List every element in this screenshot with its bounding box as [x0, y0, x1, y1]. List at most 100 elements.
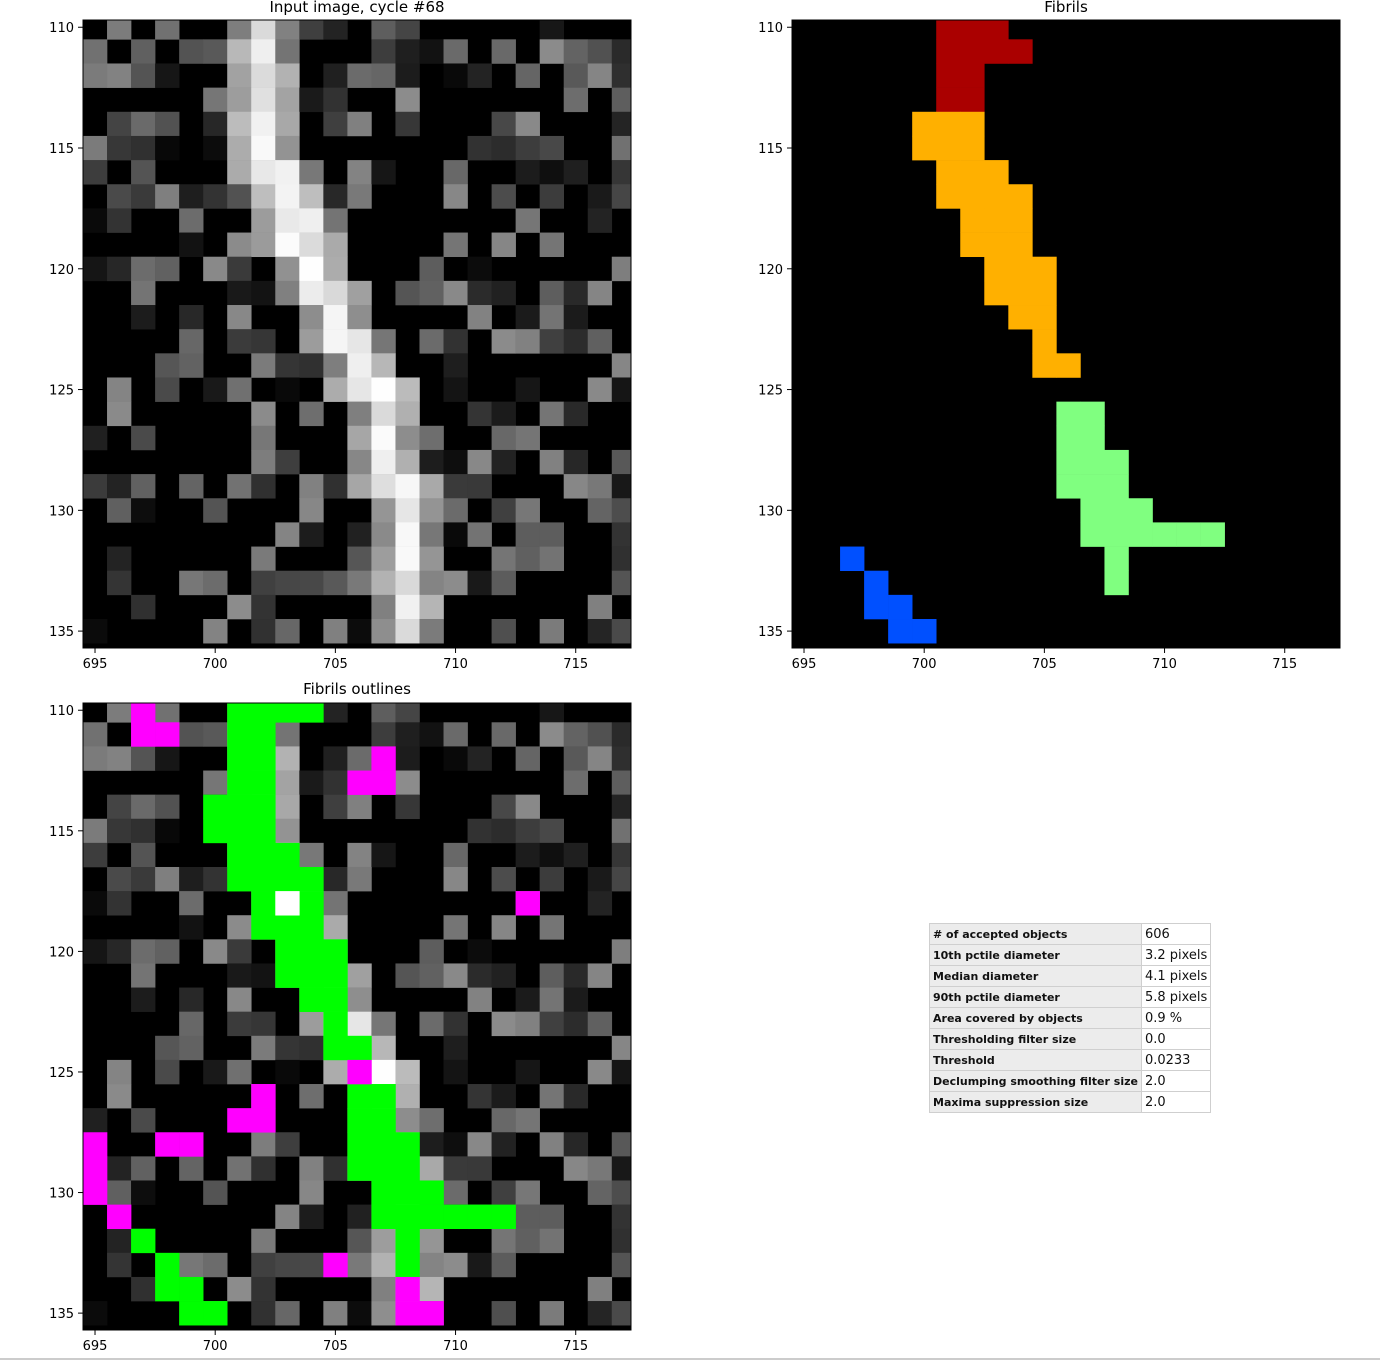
pixel-cell	[563, 770, 589, 795]
pixel-cell	[491, 619, 516, 644]
pixel-cell	[107, 498, 132, 523]
pixel-cell	[347, 570, 372, 596]
pixel-cell	[467, 401, 492, 427]
pixel-cell	[203, 794, 228, 820]
stat-key: # of accepted objects	[929, 923, 1142, 945]
pixel-cell	[912, 111, 937, 137]
pixel-cell	[347, 770, 372, 795]
pixel-cell	[1008, 280, 1033, 306]
pixel-cell	[936, 63, 961, 88]
pixel-cell	[131, 160, 156, 185]
pixel-cell	[491, 1301, 516, 1326]
pixel-cell	[491, 39, 516, 64]
y-tick-label: 110	[49, 704, 74, 719]
pixel-cell	[1008, 39, 1033, 64]
pixel-cell	[611, 619, 631, 644]
pixel-cell	[563, 305, 589, 330]
pixel-cell	[419, 280, 444, 306]
pixel-cell	[611, 1180, 631, 1205]
pixel-cell	[1056, 401, 1081, 427]
pixel-cell	[443, 1252, 468, 1278]
pixel-cell	[299, 20, 324, 40]
pixel-cell	[227, 111, 252, 137]
stat-value: 606	[1140, 923, 1212, 945]
pixel-cell	[443, 353, 468, 378]
pixel-cell	[179, 915, 204, 940]
pixel-cell	[179, 208, 204, 233]
y-tick-label: 130	[49, 504, 74, 519]
pixel-cell	[131, 818, 156, 844]
pixel-cell	[491, 1252, 516, 1278]
pixel-cell	[251, 449, 276, 475]
pixel-cell	[587, 1059, 613, 1085]
x-tick-label: 705	[1032, 657, 1057, 672]
pixel-cell	[275, 280, 300, 306]
pixel-cell	[131, 842, 156, 868]
pixel-cell	[395, 722, 420, 747]
pixel-cell	[299, 353, 324, 378]
pixel-cell	[275, 1132, 300, 1157]
pixel-cell	[515, 746, 540, 771]
pixel-cell	[443, 498, 468, 523]
pixel-cell	[587, 208, 613, 233]
y-tick-label: 125	[49, 1066, 74, 1081]
pixel-cell	[347, 111, 372, 137]
pixel-cell	[491, 329, 516, 354]
x-tick-label: 695	[83, 657, 108, 672]
pixel-cell	[371, 401, 396, 427]
pixel-cell	[443, 280, 468, 306]
pixel-cell	[587, 866, 613, 892]
pixel-cell	[299, 703, 324, 723]
table-row: Declumping smoothing filter size 2.0	[929, 1070, 1212, 1092]
pixel-cell	[347, 546, 372, 572]
pixel-cell	[419, 1011, 444, 1037]
pixel-cell	[323, 1035, 348, 1061]
x-tick-label: 695	[83, 1339, 108, 1354]
table-row: Thresholding filter size 0.0	[929, 1028, 1212, 1050]
pixel-cell	[587, 280, 613, 306]
pixel-cell	[299, 1035, 324, 1061]
pixel-cell	[395, 111, 420, 137]
pixel-cell	[203, 939, 228, 964]
pixel-cell	[443, 722, 468, 747]
pixel-cell	[179, 353, 204, 378]
pixel-cell	[371, 1132, 396, 1157]
pixel-cell	[227, 63, 252, 88]
pixel-cell	[515, 425, 540, 451]
panel-title-fibrils: Fibrils	[1044, 0, 1088, 16]
pixel-cell	[491, 1180, 516, 1205]
pixel-cell	[107, 1252, 132, 1278]
pixel-cell	[371, 1156, 396, 1181]
pixel-cell	[467, 746, 492, 771]
pixel-cell	[587, 498, 613, 523]
pixel-cell	[611, 722, 631, 747]
pixel-cell	[515, 546, 540, 572]
table-row: # of accepted objects 606	[929, 923, 1212, 945]
pixel-cell	[371, 746, 396, 771]
pixel-cell	[515, 987, 540, 1012]
pixel-cell	[299, 1204, 324, 1230]
pixel-cell	[395, 20, 420, 40]
panel-title-fibrils-outlines: Fibrils outlines	[303, 680, 411, 698]
pixel-cell	[491, 1132, 516, 1157]
pixel-cell	[179, 39, 204, 64]
pixel-cell	[227, 1276, 252, 1302]
pixel-cell	[275, 184, 300, 209]
pixel-cell	[227, 87, 252, 113]
pixel-cell	[611, 1301, 631, 1326]
pixel-cell	[131, 746, 156, 771]
pixel-cell	[611, 160, 631, 185]
pixel-cell	[539, 842, 565, 868]
pixel-cell	[251, 280, 276, 306]
pixel-cell	[491, 280, 516, 306]
pixel-cell	[1080, 522, 1105, 547]
pixel-cell	[323, 794, 348, 820]
x-tick-label: 705	[323, 657, 348, 672]
stat-key: 10th pctile diameter	[929, 944, 1142, 966]
pixel-cell	[539, 546, 565, 572]
pixel-cell	[347, 63, 372, 88]
pixel-cell	[563, 1011, 589, 1037]
pixel-cell	[107, 546, 132, 572]
pixel-cell	[299, 184, 324, 209]
pixel-cell	[467, 570, 492, 596]
